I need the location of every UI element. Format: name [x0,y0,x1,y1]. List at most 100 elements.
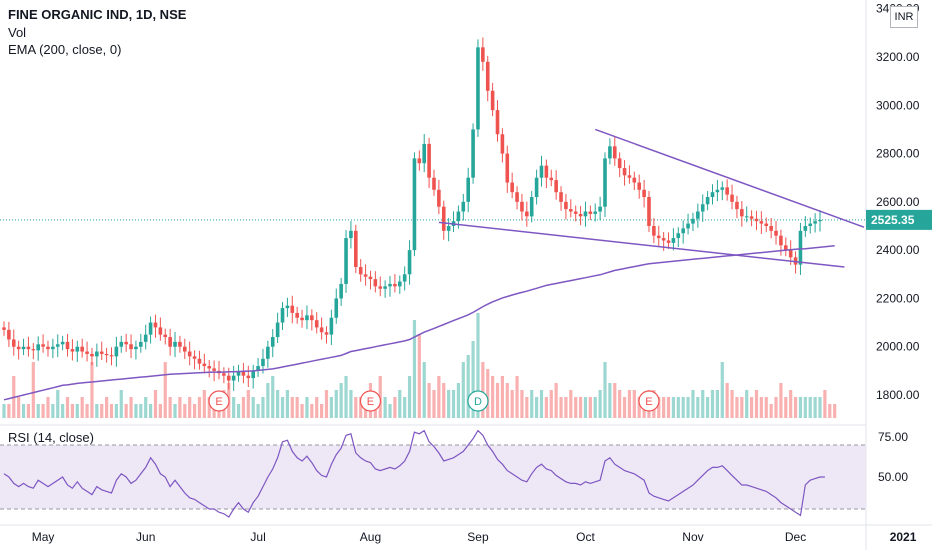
candle-body [280,308,285,323]
candle-body [583,211,588,217]
candle-body [192,356,197,359]
candle-body [134,346,138,350]
volume-bar [144,397,148,418]
volume-bar [334,390,338,418]
rsi-line [3,429,825,518]
candle-body [114,346,119,357]
candle-body [769,226,773,231]
last-price-label: 2525.35 [871,213,915,227]
trendline [438,221,845,268]
candle-body [80,346,84,352]
event-marker [208,390,230,412]
candle-body [266,346,270,359]
candle-body [774,230,778,236]
volume-bar [236,404,241,418]
volume-bar [828,404,832,418]
volume-bar [70,404,75,418]
volume-bar [134,404,138,418]
event-marker-label: E [367,396,374,408]
volume-bar [232,397,236,418]
candle-body [202,363,207,367]
volume-bar [148,404,153,418]
candle-body [197,358,202,364]
volume-bar [359,397,363,418]
candle-body [803,226,808,231]
candle-body [481,47,485,62]
volume-bar [754,390,759,418]
volume-bar [114,404,118,418]
volume-bar [686,397,690,418]
candle-body [241,370,246,376]
chart-legend-ema: EMA (200, close, 0) [8,42,122,57]
volume-bar [202,390,206,418]
volume-bar [539,390,544,418]
candle-body [354,230,358,268]
candle-body [598,206,602,212]
volume-bar [491,376,495,418]
volume-bar [398,390,402,418]
volume-bar [344,376,348,418]
volume-bar [745,390,749,418]
candle-body [525,211,529,217]
candle-body [363,274,368,277]
volume-bar [632,390,636,418]
candle-body [578,213,583,217]
time-tick-label: May [32,530,55,544]
volume-bar [534,397,539,418]
candle-body [671,238,676,243]
volume-bar [51,404,55,418]
volume-bar [46,397,50,418]
volume-bar [720,362,724,418]
candle-body [251,370,255,379]
volume-bar [793,397,798,418]
candle-body [427,143,431,178]
candle-body [520,201,524,212]
candle-body [500,134,505,154]
volume-bar [119,390,123,418]
candle-body [764,223,769,226]
candle-body [334,298,339,318]
candle-body [661,238,666,241]
volume-bar [300,404,304,418]
volume-bar [168,397,172,418]
chart-legend-volume: Vol [8,25,27,40]
candle-body [129,344,133,350]
volume-bar [515,376,519,418]
candle-body [104,353,109,356]
volume-bar [525,397,529,418]
price-tick-label: 3000.00 [876,98,920,112]
volume-bar [153,390,158,418]
event-marker-label: E [215,396,222,408]
candle-body [358,267,363,275]
volume-bar [354,397,358,418]
volume-bar [246,390,250,418]
candle-body [55,344,60,347]
volume-bar [36,404,40,418]
volume-bar [320,404,324,418]
volume-bar [31,362,35,418]
volume-bar [798,397,803,418]
volume-bar [603,362,607,418]
price-tick-label: 2000.00 [876,340,920,354]
candle-body [456,211,461,222]
candle-body [60,341,65,345]
volume-bar [715,390,719,418]
candle-body [388,283,392,287]
volume-bar [466,355,470,418]
volume-bar [192,404,197,418]
candle-body [564,201,568,210]
candle-body [749,216,754,219]
volume-bar [593,397,597,418]
trendlines [438,128,865,268]
currency-button[interactable]: INR [890,6,918,28]
candle-body [397,281,402,287]
volume-bar [681,397,685,418]
candle-body [779,235,783,246]
candle-body [529,197,534,217]
candle-body [422,143,427,164]
candle-body [349,230,353,239]
candle-body [652,226,656,236]
volume-bar [710,390,715,418]
ema-200-line [3,245,835,401]
